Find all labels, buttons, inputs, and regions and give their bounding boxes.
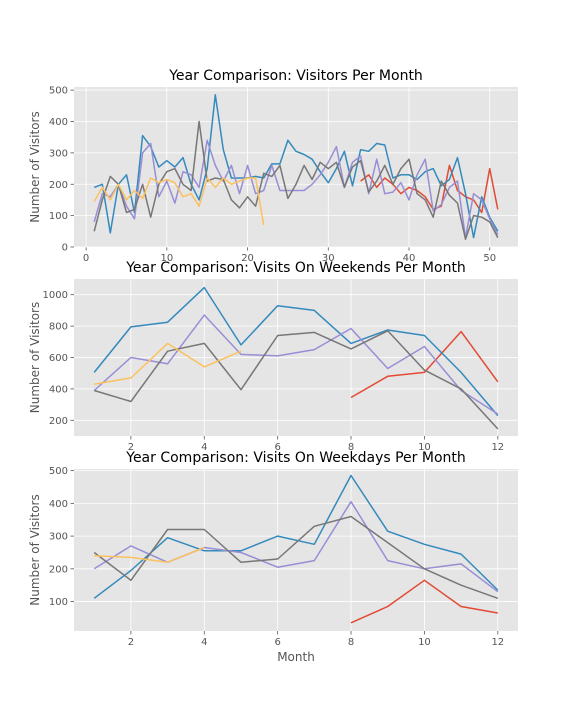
x-tick-label: 2 — [128, 442, 134, 453]
x-tick-label: 4 — [201, 442, 207, 453]
y-tick-label: 1000 — [43, 290, 68, 301]
y-tick-label: 400 — [49, 384, 68, 395]
x-tick-label: 8 — [348, 442, 354, 453]
x-tick-label: 12 — [491, 637, 504, 648]
series-line-0 — [350, 330, 499, 399]
x-tick-label: 4 — [201, 637, 207, 648]
y-axis-label: Number of Visitors — [28, 111, 42, 223]
y-axis-label: Number of Visitors — [28, 302, 42, 414]
chart-title: Year Comparison: Visitors Per Month — [168, 68, 423, 84]
series-line-2 — [93, 314, 499, 415]
chart-1: 2 4 6 8 10 12 200 400 600 800 1000 Year Comparison:… — [28, 260, 518, 453]
series-line-0 — [350, 579, 498, 624]
x-tick-label: 12 — [491, 442, 504, 453]
x-tick-label: 10 — [160, 253, 173, 264]
plot-area — [74, 87, 518, 247]
y-tick-label: 400 — [49, 499, 68, 510]
y-tick-label: 200 — [49, 416, 68, 427]
chart-title: Year Comparison: Visits On Weekends Per … — [125, 260, 466, 276]
y-tick-label: 500 — [49, 466, 68, 477]
y-tick-label: 200 — [49, 180, 68, 191]
y-tick-label: 400 — [49, 117, 68, 128]
y-tick-label: 500 — [49, 86, 68, 97]
series-line-4 — [94, 342, 242, 385]
x-axis-label: Month — [277, 650, 315, 664]
y-tick-label: 0 — [62, 243, 68, 254]
x-tick-label: 10 — [418, 637, 431, 648]
x-tick-label: 30 — [322, 253, 335, 264]
x-tick-label: 20 — [241, 253, 254, 264]
series-line-2 — [93, 139, 499, 239]
series-line-1 — [93, 94, 499, 239]
x-tick-label: 8 — [348, 637, 354, 648]
y-tick-label: 800 — [49, 322, 68, 333]
y-tick-label: 600 — [49, 353, 68, 364]
x-tick-label: 2 — [128, 637, 134, 648]
x-tick-label: 0 — [83, 253, 89, 264]
x-tick-label: 6 — [274, 442, 280, 453]
y-tick-label: 200 — [49, 564, 68, 575]
y-tick-label: 100 — [49, 211, 68, 222]
y-axis-label: Number of Visitors — [28, 494, 42, 606]
series-line-4 — [94, 546, 205, 564]
series-line-3 — [93, 120, 499, 240]
series-line-1 — [93, 474, 499, 599]
chart-2: 2 4 6 8 10 12 100 200 300 400 500 Year Comparison: … — [28, 450, 518, 664]
y-tick-label: 300 — [49, 532, 68, 543]
series-line-0 — [360, 164, 499, 214]
x-tick-label: 6 — [274, 637, 280, 648]
series-line-4 — [93, 177, 265, 226]
x-tick-label: 40 — [403, 253, 416, 264]
series-line-1 — [93, 286, 499, 417]
x-tick-label: 50 — [483, 253, 496, 264]
chart-title: Year Comparison: Visits On Weekdays Per … — [125, 450, 466, 466]
y-tick-label: 300 — [49, 148, 68, 159]
series-line-3 — [93, 515, 499, 600]
series-line-3 — [93, 330, 499, 430]
y-tick-label: 100 — [49, 597, 68, 608]
x-tick-label: 10 — [418, 442, 431, 453]
series-line-2 — [93, 500, 499, 593]
